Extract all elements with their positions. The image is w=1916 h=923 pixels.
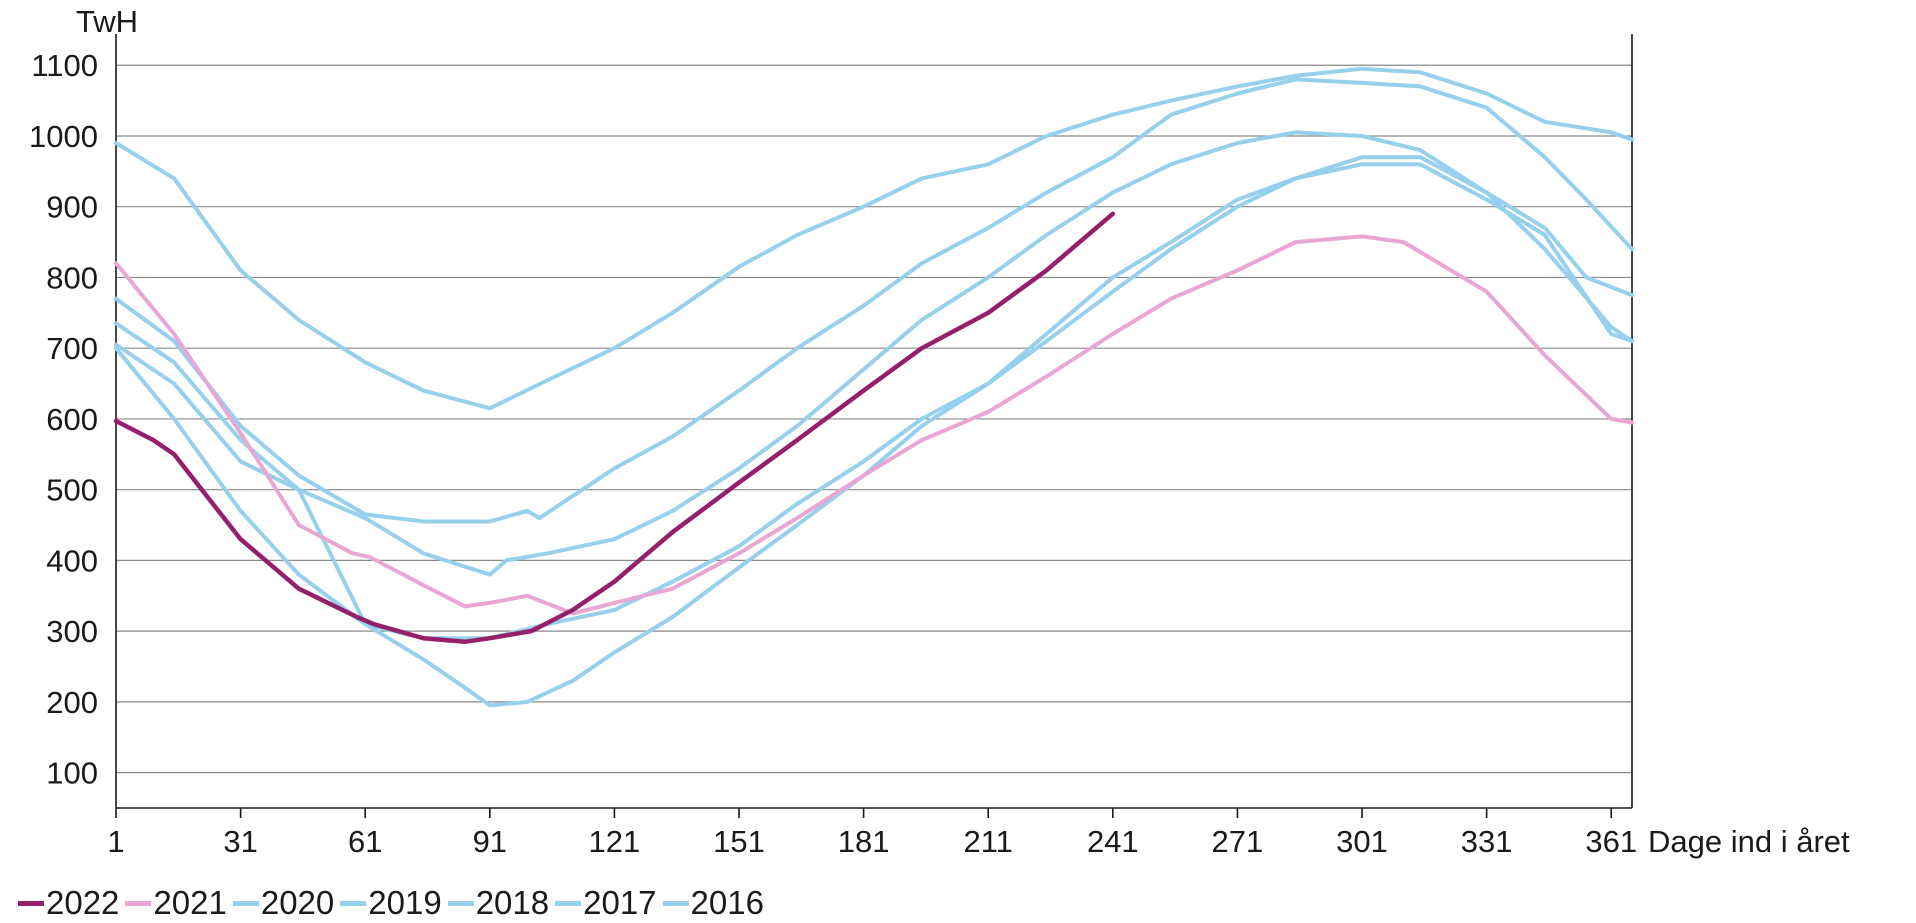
x-tick-label-301: 301 [1336, 824, 1388, 859]
x-tick-label-151: 151 [713, 824, 765, 859]
legend-item-2016: 2016 [662, 884, 764, 922]
x-tick-label-31: 31 [223, 824, 257, 859]
y-tick-labels: 100 200 300 400 500 600 700 800 900 1000 1100 [29, 48, 98, 790]
y-tick-label-300: 300 [46, 614, 98, 649]
y-tick-label-1100: 1100 [31, 48, 98, 83]
y-tick-label-800: 800 [46, 260, 98, 295]
x-tick-label-181: 181 [838, 824, 890, 859]
series-line-2017 [114, 77, 1634, 524]
legend-swatch-2016 [662, 900, 689, 906]
series-line-2021 [114, 234, 1634, 616]
series-line-2020 [114, 155, 1634, 708]
x-tick-label-61: 61 [348, 824, 382, 859]
x-tick-label-1: 1 [107, 824, 124, 859]
legend-label-2019: 2019 [368, 884, 442, 921]
y-axis-title: TwH [76, 4, 138, 39]
series-line-2016 [114, 66, 1634, 411]
legend-item-2018: 2018 [447, 884, 550, 922]
x-tick-label-91: 91 [473, 824, 507, 859]
legend-swatch-2021 [125, 900, 152, 906]
x-tick-label-331: 331 [1461, 824, 1513, 859]
x-tick-label-121: 121 [589, 824, 641, 859]
legend-label-2021: 2021 [153, 884, 227, 921]
legend-item-2022: 2022 [18, 884, 119, 922]
axes [115, 34, 1633, 818]
series-line-2019 [114, 162, 1634, 641]
legend-item-2020: 2020 [232, 884, 335, 922]
x-tick-label-241: 241 [1087, 824, 1139, 859]
legend-swatch-2017 [555, 900, 582, 906]
y-tick-label-700: 700 [46, 331, 98, 366]
y-tick-label-600: 600 [46, 402, 98, 437]
y-tick-label-900: 900 [46, 190, 98, 225]
legend-swatch-2018 [447, 900, 474, 906]
legend-label-2022: 2022 [46, 884, 120, 921]
x-axis-title: Dage ind i året [1648, 824, 1850, 859]
legend-label-2016: 2016 [690, 884, 764, 921]
series-line-2018 [114, 130, 1634, 577]
x-tick-label-361: 361 [1585, 824, 1637, 859]
x-tick-label-271: 271 [1212, 824, 1264, 859]
legend-item-2019: 2019 [340, 884, 442, 922]
legend-label-2018: 2018 [475, 884, 550, 921]
legend: 2022 2021 2020 2019 2018 2017 2016 [18, 884, 770, 922]
y-tick-label-400: 400 [46, 543, 98, 578]
y-tick-label-1000: 1000 [29, 119, 98, 154]
grid-lines [116, 64, 1632, 774]
x-tick-labels: 1 31 61 91 121 151 181 211 241 271 301 331 361 [107, 824, 1637, 859]
series-line-2022 [113, 211, 1116, 645]
legend-swatch-2019 [340, 900, 367, 906]
series-lines [113, 66, 1634, 708]
legend-label-2017: 2017 [583, 884, 657, 921]
legend-swatch-2020 [232, 900, 259, 906]
y-tick-label-500: 500 [46, 473, 98, 508]
legend-item-2017: 2017 [555, 884, 657, 922]
legend-label-2020: 2020 [260, 884, 335, 921]
y-tick-label-200: 200 [46, 685, 98, 720]
legend-item-2021: 2021 [125, 884, 227, 922]
x-tick-label-211: 211 [964, 824, 1013, 859]
legend-swatch-2022 [18, 900, 44, 906]
y-tick-label-100: 100 [46, 756, 98, 791]
